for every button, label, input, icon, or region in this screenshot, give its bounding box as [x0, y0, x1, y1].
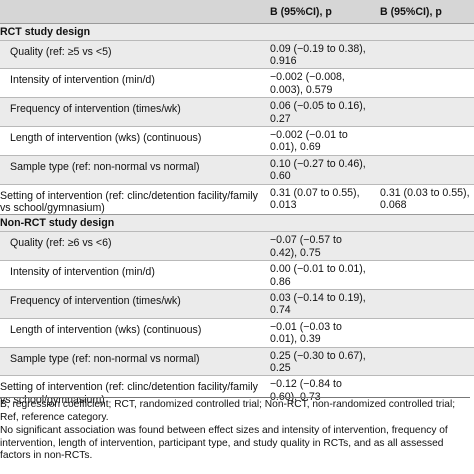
univariate-value: −0.002 (−0.008, 0.003), 0.579 — [265, 68, 375, 98]
univariate-value: 0.31 (0.07 to 0.55), 0.013 — [265, 183, 375, 215]
header-multivariate: B (95%CI), p — [375, 0, 474, 23]
table-header-row: B (95%CI), p B (95%CI), p — [0, 0, 474, 23]
multivariate-value — [375, 68, 474, 98]
univariate-value: 0.09 (−0.19 to 0.38), 0.916 — [265, 39, 375, 69]
multivariate-value — [375, 260, 474, 290]
variable-label: Length of intervention (wks) (continuous… — [0, 125, 265, 156]
variable-label: Intensity of intervention (min/d) — [0, 260, 265, 290]
footnote-abbreviations: B, regression coefficient; RCT, randomiz… — [0, 399, 456, 423]
variable-label: Setting of intervention (ref: clinc/dete… — [0, 375, 265, 407]
table-row: Intensity of intervention (min/d) −0.002 … — [0, 68, 474, 98]
variable-label: Intensity of intervention (min/d) — [0, 68, 265, 98]
table-row: Frequency of intervention (times/wk) 0.06… — [0, 97, 474, 127]
univariate-value: −0.07 (−0.57 to 0.42), 0.75 — [265, 231, 375, 261]
variable-label: Length of intervention (wks) (continuous… — [0, 317, 265, 348]
table-row: Quality (ref: ≥5 vs <5) 0.09 (−0.19 to 0.… — [0, 39, 474, 69]
table-row: Setting of intervention (ref: clinc/dete… — [0, 375, 474, 407]
section-title: RCT study design — [0, 22, 474, 40]
variable-label: Quality (ref: ≥5 vs <5) — [0, 39, 265, 69]
table-row: Sample type (ref: non-normal vs normal) 0… — [0, 154, 474, 185]
multivariate-value — [375, 125, 474, 156]
univariate-value: 0.03 (−0.14 to 0.19), 0.74 — [265, 289, 375, 319]
variable-label: Frequency of intervention (times/wk) — [0, 289, 265, 319]
header-variable — [0, 0, 265, 23]
univariate-value: −0.01 (−0.03 to 0.01), 0.39 — [265, 317, 375, 348]
univariate-value: 0.10 (−0.27 to 0.46), 0.60 — [265, 154, 375, 185]
univariate-value: 0.00 (−0.01 to 0.01), 0.86 — [265, 260, 375, 290]
multivariate-value — [375, 97, 474, 127]
univariate-value: −0.12 (−0.84 to 0.60), 0.73 — [265, 375, 375, 407]
variable-label: Frequency of intervention (times/wk) — [0, 97, 265, 127]
univariate-value: −0.002 (−0.01 to 0.01), 0.69 — [265, 125, 375, 156]
regression-table: B (95%CI), p B (95%CI), p RCT study desi… — [0, 0, 474, 407]
section-heading-row: Non-RCT study design — [0, 214, 474, 232]
multivariate-value — [375, 317, 474, 348]
multivariate-value — [375, 39, 474, 69]
table-row: Quality (ref: ≥6 vs <6) −0.07 (−0.57 to 0… — [0, 231, 474, 261]
footnote-finding: No significant association was found bet… — [0, 425, 448, 462]
variable-label: Sample type (ref: non-normal vs normal) — [0, 346, 265, 376]
variable-label: Setting of intervention (ref: clinc/dete… — [0, 183, 265, 215]
section-title: Non-RCT study design — [0, 214, 474, 232]
multivariate-value: 0.31 (0.03 to 0.55), 0.068 — [375, 183, 474, 215]
multivariate-value — [375, 231, 474, 261]
section-heading-row: RCT study design — [0, 22, 474, 40]
table-row: Frequency of intervention (times/wk) 0.03… — [0, 289, 474, 319]
multivariate-value — [375, 289, 474, 319]
multivariate-value — [375, 346, 474, 376]
multivariate-value — [375, 154, 474, 185]
table-row: Sample type (ref: non-normal vs normal) 0… — [0, 346, 474, 376]
table-footnotes: B, regression coefficient; RCT, randomiz… — [0, 397, 470, 464]
table-row: Length of intervention (wks) (continuous… — [0, 317, 474, 348]
univariate-value: 0.06 (−0.05 to 0.16), 0.27 — [265, 97, 375, 127]
variable-label: Quality (ref: ≥6 vs <6) — [0, 231, 265, 261]
header-univariate: B (95%CI), p — [265, 0, 375, 23]
univariate-value: 0.25 (−0.30 to 0.67), 0.25 — [265, 346, 375, 376]
table-row: Intensity of intervention (min/d) 0.00 (−… — [0, 260, 474, 290]
table-row: Length of intervention (wks) (continuous… — [0, 125, 474, 156]
multivariate-value — [375, 375, 474, 407]
variable-label: Sample type (ref: non-normal vs normal) — [0, 154, 265, 185]
table-row: Setting of intervention (ref: clinc/dete… — [0, 183, 474, 215]
